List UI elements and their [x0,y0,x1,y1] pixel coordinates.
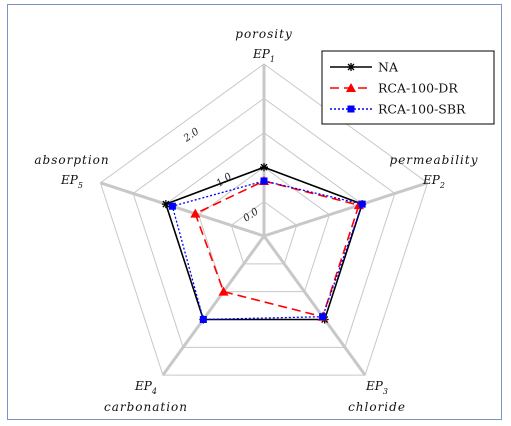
legend-label: RCA-100-SBR [378,102,466,117]
series-line [164,166,364,321]
axis-spoke [263,181,429,238]
data-point [161,200,170,209]
axis-name-chloride: chloride [348,400,406,414]
legend-label: NA [378,60,399,75]
axis-code-subscript: 2 [439,181,445,190]
data-point [199,315,207,323]
axis-spoke [161,235,266,377]
grid-ring [197,166,331,293]
axis-name-permeability: permeability [390,153,479,167]
grid-ring [132,97,396,348]
axis-name-porosity: porosity [235,27,292,41]
data-point [260,177,268,185]
legend-marker [346,83,356,92]
series-line [194,180,360,318]
data-point [190,208,201,218]
radar-series [161,163,367,324]
legend: NA RCA-100-DR RCA-100-SBR [321,50,495,125]
data-point [168,202,176,210]
axis-code-subscript: 3 [383,387,388,396]
axis-code-carbonation: EP4 [134,379,157,396]
data-point [358,200,366,208]
axis-code-porosity: EP1 [252,47,275,64]
axis-code-subscript: 5 [78,181,83,190]
axis-code-permeability: EP2 [422,173,445,190]
data-point [319,313,327,321]
data-point [218,286,229,296]
axis-code-subscript: 4 [151,387,157,396]
axis-code-subscript: 1 [270,55,275,64]
axis-name-carbonation: carbonation [104,400,188,414]
series-RCA-100-SBR [168,177,366,323]
legend-label: RCA-100-DR [378,81,458,96]
axis-code-chloride: EP3 [365,379,388,396]
radar-grid [99,63,429,377]
legend-marker [347,105,355,113]
grid-ring [99,63,429,376]
radar-tick-labels: 0.01.02.0 [181,126,261,225]
axis-name-absorption: absorption [34,153,109,167]
data-point [260,163,268,172]
tick-label: 2.0 [181,126,202,145]
grid-ring [230,200,298,265]
axis-spoke [262,235,367,377]
legend-marker [347,63,355,71]
series-RCA-100-DR [190,175,364,321]
axis-code-absorption: EP5 [60,173,83,190]
radar-axis-labels: porosity EP1 permeability EP2 chloride EP3 car… [34,27,479,414]
series-line [171,180,364,321]
axis-spoke [99,181,265,238]
tick-label: 0.0 [241,206,261,224]
